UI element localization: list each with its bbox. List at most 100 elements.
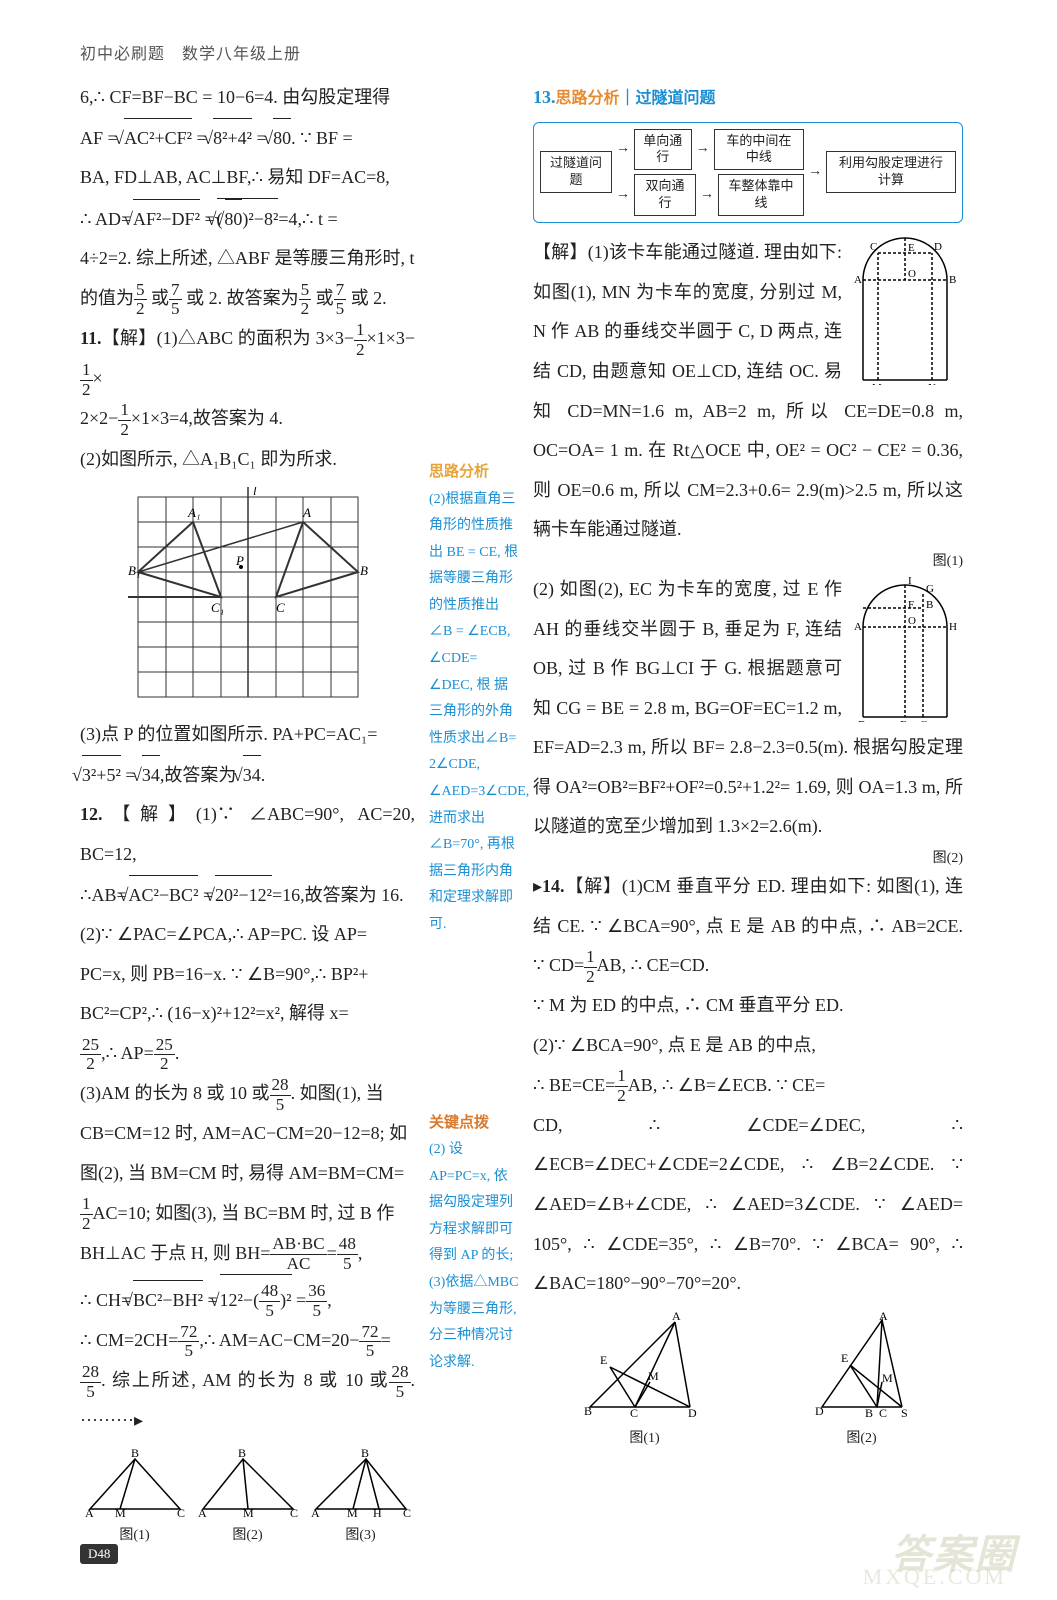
t: =4,∴ t = <box>278 209 337 229</box>
caption: 图(2) <box>807 1427 917 1447</box>
sqrt: 80 <box>273 118 291 159</box>
frac: 12 <box>615 1067 628 1106</box>
triangle-figures: AMCB 图(1) AMCB 图(2) AMHCB 图(3) <box>80 1449 415 1544</box>
qnum: 13. <box>533 87 556 107</box>
frac: AB·BCAC <box>270 1235 326 1274</box>
svg-text:B: B <box>949 274 956 286</box>
mid-title: 思路分析 <box>429 458 519 487</box>
t: . <box>175 1043 180 1063</box>
text-line: (3)AM 的长为 8 或 10 或285. 如图(1), 当 <box>80 1074 415 1114</box>
sqrt: 8²+4² <box>213 118 252 159</box>
svg-text:C₁: C₁ <box>211 600 224 615</box>
left-column: 6,∴ CF=BF−BC = 10−6=4. 由勾股定理得 AF = AC²+C… <box>80 78 415 1544</box>
flow-box: 车整体靠中线 <box>718 174 804 216</box>
svg-text:C: C <box>879 1406 887 1420</box>
sqrt: AC²+CF² <box>124 118 192 159</box>
text-line: ∴ CM=2CH=725,∴ AM=AC−CM=20−725= <box>80 1321 415 1361</box>
svg-text:C: C <box>920 719 927 722</box>
t: 或 2. 故答案为 <box>186 288 299 308</box>
qnum: 12. <box>80 804 103 824</box>
mid-column: 思路分析 (2)根据直角三角形的性质推出 BE = CE, 根据等腰三角形的性质… <box>429 78 519 1544</box>
t: AC=10; 如图(3), 当 BC=BM 时, 过 B 作 <box>93 1203 395 1223</box>
svg-text:A: A <box>672 1312 681 1323</box>
text-line: BH⊥AC 于点 H, 则 BH=AB·BCAC=485, <box>80 1234 415 1274</box>
tunnel-fig1: CD E AB O MN <box>848 235 963 385</box>
svg-text:M: M <box>648 1369 659 1383</box>
qnum: 14. <box>542 876 565 896</box>
sqrt: 3²+5² <box>82 755 121 796</box>
svg-text:O: O <box>908 615 916 627</box>
lbl: 【解】 <box>565 876 622 896</box>
svg-text:A: A <box>85 1506 94 1519</box>
frac: 12 <box>118 401 131 440</box>
svg-text:A: A <box>311 1506 320 1519</box>
frac: 12 <box>80 1195 93 1234</box>
frac: 285 <box>389 1363 410 1402</box>
svg-text:l: l <box>253 487 257 498</box>
fig3: AMHCB 图(3) <box>311 1449 411 1544</box>
svg-text:E: E <box>600 1353 607 1367</box>
svg-text:N: N <box>928 382 936 385</box>
frac: 725 <box>178 1323 199 1362</box>
watermark-url: MXQE.COM <box>863 1564 1007 1590</box>
svg-text:A: A <box>302 505 311 520</box>
frac: 75 <box>334 281 347 320</box>
mid-text: (3)依据△MBC 为等腰三角形, 分三种情况讨论求解. <box>429 1270 519 1376</box>
svg-text:S: S <box>901 1406 908 1420</box>
frac: 252 <box>80 1036 101 1075</box>
grid-diagram: A B C A₁ B₁ C₁ P l <box>128 487 368 707</box>
flow-box: 车的中间在中线 <box>714 129 804 171</box>
text-line: 6,∴ CF=BF−BC = 10−6=4. 由勾股定理得 <box>80 78 415 118</box>
hdr-orange: 思路分析 <box>556 90 620 107</box>
svg-text:O: O <box>908 268 916 280</box>
main-columns: 6,∴ CF=BF−BC = 10−6=4. 由勾股定理得 AF = AC²+C… <box>80 78 997 1544</box>
t: 的值为 <box>80 288 134 308</box>
text-line: 252,∴ AP=252. <box>80 1034 415 1074</box>
flow-box: 利用勾股定理进行计算 <box>826 151 956 193</box>
svg-text:M: M <box>243 1506 254 1519</box>
frac: 52 <box>134 281 147 320</box>
svg-text:B: B <box>361 1449 369 1460</box>
lbl: 【解】 <box>533 242 588 262</box>
t: = <box>381 1330 391 1350</box>
caption: 图(2) <box>198 1524 298 1544</box>
q14-figures: ABCDEM 图(1) ADBCSEM 图(2) <box>533 1312 963 1447</box>
text-line: 3²+5² = 34,故答案为 34. <box>80 755 415 796</box>
svg-text:C: C <box>290 1506 298 1519</box>
sqrt: (80)²−8² <box>217 198 279 240</box>
t: = <box>327 1243 337 1263</box>
lbl: 【解】 <box>103 804 196 824</box>
text-line: CD, ∴ ∠CDE=∠DEC, ∴ ∠ECB=∠DEC+∠CDE=2∠CDE,… <box>533 1106 963 1304</box>
t: ∴ CM=2CH= <box>80 1330 178 1350</box>
t: , <box>327 1290 332 1310</box>
svg-text:H: H <box>373 1506 382 1519</box>
svg-text:M: M <box>115 1506 126 1519</box>
sqrt: 12²−(485)² <box>220 1274 292 1321</box>
page-header: 初中必刷题 数学八年级上册 <box>80 40 997 64</box>
text-line: ∴ BE=CE=12AB, ∴ ∠B=∠ECB. ∵ CE= <box>533 1066 963 1106</box>
t: AB, ∴ CE=CD. <box>597 955 710 975</box>
svg-text:D: D <box>934 241 942 253</box>
t: 或 <box>151 288 169 308</box>
caption: 图(3) <box>311 1524 411 1544</box>
t: . <box>411 1370 416 1390</box>
t: . ∵ BF = <box>291 128 353 148</box>
svg-text:B: B <box>865 1406 873 1420</box>
frac: 725 <box>359 1323 380 1362</box>
t: × <box>93 368 103 388</box>
t: (3)AM 的长为 8 或 10 或 <box>80 1083 270 1103</box>
hdr-blue: ｜过隧道问题 <box>620 90 716 107</box>
t: . 综上所述, AM 的长为 8 或 10 或 <box>101 1370 389 1390</box>
tunnel-fig2: AH OF BG I DEC <box>848 572 963 722</box>
t: ,∴ AM=AC−CM=20− <box>199 1330 359 1350</box>
caption: 图(1) <box>533 550 963 570</box>
t: , <box>358 1243 363 1263</box>
t: 2×2− <box>80 408 118 428</box>
text-line: (3)点 P 的位置如图所示. PA+PC=AC₁= <box>80 715 415 755</box>
sqrt: 34 <box>243 755 261 796</box>
frac: 485 <box>337 1235 358 1274</box>
frac: 285 <box>270 1076 291 1115</box>
caption: 图(1) <box>580 1427 710 1447</box>
svg-text:B: B <box>584 1404 592 1418</box>
text-line: CB=CM=12 时, AM=AC−CM=20−12=8; 如 <box>80 1114 415 1154</box>
